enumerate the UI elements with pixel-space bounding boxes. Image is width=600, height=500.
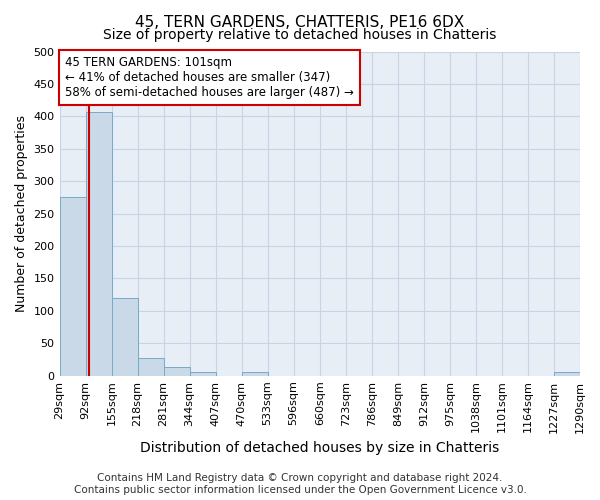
X-axis label: Distribution of detached houses by size in Chatteris: Distribution of detached houses by size …	[140, 441, 499, 455]
Y-axis label: Number of detached properties: Number of detached properties	[15, 115, 28, 312]
Bar	[86, 112, 112, 376]
Bar	[59, 198, 86, 376]
Bar	[164, 366, 190, 376]
Text: Contains HM Land Registry data © Crown copyright and database right 2024.
Contai: Contains HM Land Registry data © Crown c…	[74, 474, 526, 495]
Text: 45, TERN GARDENS, CHATTERIS, PE16 6DX: 45, TERN GARDENS, CHATTERIS, PE16 6DX	[136, 15, 464, 30]
Bar	[190, 372, 215, 376]
Bar	[112, 298, 137, 376]
Bar	[554, 372, 580, 376]
Bar	[242, 372, 268, 376]
Text: 45 TERN GARDENS: 101sqm
← 41% of detached houses are smaller (347)
58% of semi-d: 45 TERN GARDENS: 101sqm ← 41% of detache…	[65, 56, 353, 100]
Bar	[137, 358, 164, 376]
Text: Size of property relative to detached houses in Chatteris: Size of property relative to detached ho…	[103, 28, 497, 42]
